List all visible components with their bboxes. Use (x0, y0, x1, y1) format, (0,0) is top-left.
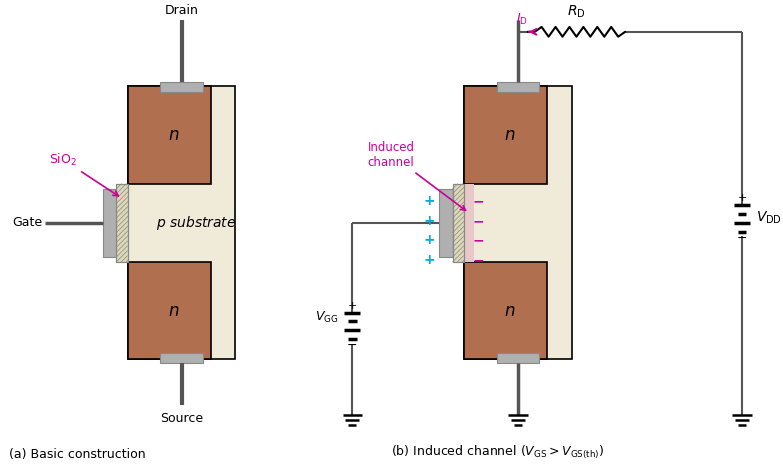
Bar (464, 262, 547, 359)
Text: −: − (737, 232, 747, 245)
Text: Gate: Gate (13, 216, 42, 229)
Bar (161, 83, 203, 92)
Text: −: − (472, 194, 484, 209)
Text: Drain: Drain (164, 4, 199, 17)
Text: −: − (472, 253, 484, 267)
Text: +: + (738, 193, 747, 203)
Text: +: + (424, 253, 435, 267)
Bar (439, 189, 453, 257)
Bar (464, 86, 572, 359)
Text: +: + (424, 194, 435, 209)
Text: +: + (424, 233, 435, 247)
Bar (496, 83, 539, 92)
Text: +: + (424, 214, 435, 228)
Bar (128, 86, 236, 359)
Bar (496, 353, 539, 363)
Text: −: − (472, 214, 484, 228)
Text: Induced
channel: Induced channel (368, 141, 466, 210)
Bar (128, 262, 211, 359)
Bar (117, 184, 128, 262)
Text: $I_{\mathrm{D}}$: $I_{\mathrm{D}}$ (516, 12, 528, 27)
Text: $V_{\mathrm{GG}}$: $V_{\mathrm{GG}}$ (316, 310, 338, 325)
Text: −: − (472, 233, 484, 247)
Bar (464, 86, 547, 184)
Text: $V_{\mathrm{DD}}$: $V_{\mathrm{DD}}$ (756, 210, 781, 226)
Text: −: − (347, 339, 358, 352)
Text: $R_{\mathrm{D}}$: $R_{\mathrm{D}}$ (567, 4, 586, 20)
Bar (161, 353, 203, 363)
Bar (453, 184, 464, 262)
Text: $n$: $n$ (168, 302, 179, 320)
Bar (103, 189, 117, 257)
Text: Source: Source (161, 412, 204, 425)
Bar (464, 184, 474, 262)
Bar (453, 184, 464, 262)
Text: (b) Induced channel ($V_{\mathrm{GS}} > V_{\mathrm{GS(th)}}$): (b) Induced channel ($V_{\mathrm{GS}} > … (392, 443, 604, 461)
Bar (117, 184, 128, 262)
Text: $n$: $n$ (504, 126, 516, 144)
Bar (128, 86, 211, 184)
Text: $p$ substrate: $p$ substrate (156, 214, 236, 232)
Text: (a) Basic construction: (a) Basic construction (9, 447, 146, 461)
Text: $n$: $n$ (168, 126, 179, 144)
Text: $n$: $n$ (504, 302, 516, 320)
Text: +: + (348, 301, 357, 311)
Text: SiO$_2$: SiO$_2$ (49, 152, 118, 196)
